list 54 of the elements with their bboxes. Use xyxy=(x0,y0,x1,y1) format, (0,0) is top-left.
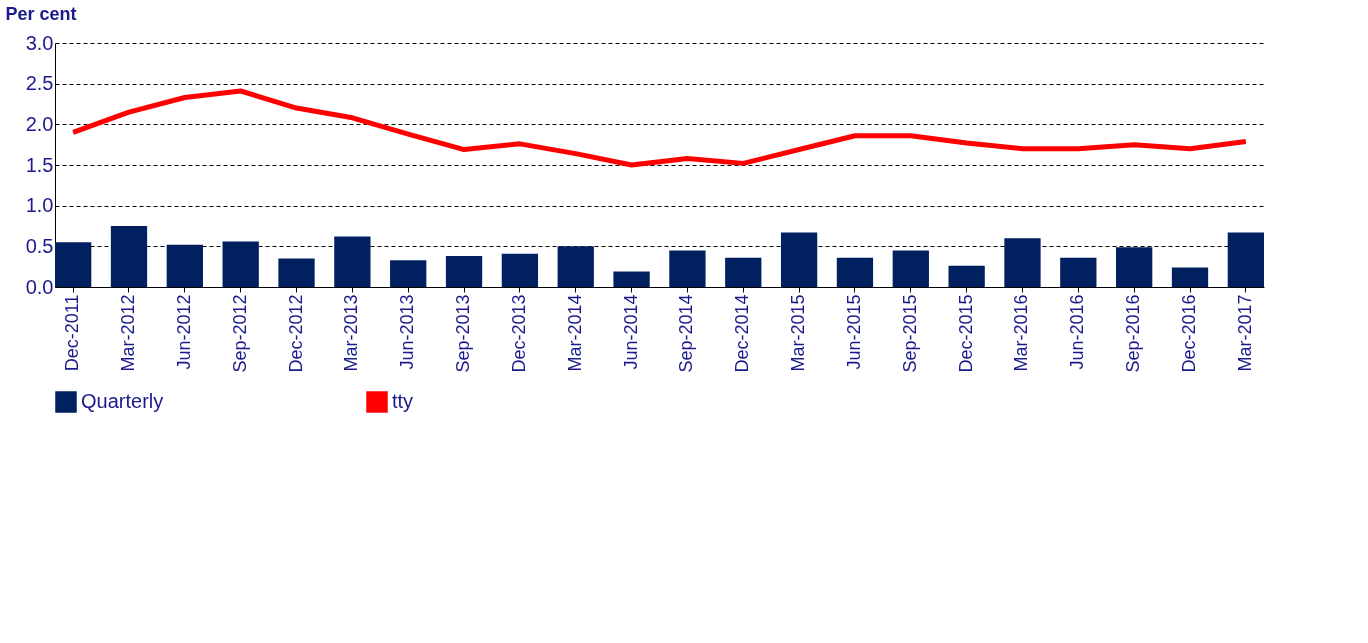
x-tick-label: Dec-2011 xyxy=(62,294,83,372)
bar xyxy=(278,258,315,287)
bar xyxy=(948,265,985,287)
x-tick-label: Dec-2016 xyxy=(1179,294,1200,373)
bar xyxy=(780,232,818,287)
bar xyxy=(55,242,92,287)
x-tick-label: Dec-2014 xyxy=(732,294,753,373)
x-tick-label: Mar-2016 xyxy=(1011,294,1032,372)
x-tick-label: Mar-2014 xyxy=(564,294,585,372)
x-tick-label: Jun-2014 xyxy=(620,294,641,370)
bar xyxy=(390,260,427,287)
y-tick-label: 2.5 xyxy=(25,72,54,95)
x-tick-label: Jun-2012 xyxy=(173,294,194,370)
y-tick-label: 0.0 xyxy=(25,275,54,298)
bar xyxy=(1060,257,1097,287)
x-tick-label: Sep-2013 xyxy=(453,294,474,373)
y-tick-label: 1.0 xyxy=(25,194,54,217)
y-tick-label: 2.0 xyxy=(25,112,54,135)
x-tick-label: Jun-2016 xyxy=(1067,294,1088,370)
bar xyxy=(222,241,259,287)
y-axis-title: Per cent xyxy=(5,3,77,24)
x-tick-label: Mar-2012 xyxy=(117,294,138,372)
x-tick-label: Sep-2012 xyxy=(229,294,250,373)
x-tick-label: Jun-2013 xyxy=(397,294,418,370)
bar xyxy=(110,226,148,287)
legend-label: Quarterly xyxy=(81,390,164,412)
bar xyxy=(1116,247,1153,287)
x-tick-label: Sep-2015 xyxy=(899,294,920,373)
x-tick-label: Mar-2015 xyxy=(788,294,809,372)
bar xyxy=(557,246,594,287)
bar xyxy=(166,244,203,287)
bar xyxy=(445,256,483,287)
y-tick-label: 0.5 xyxy=(25,234,54,257)
x-tick-label: Sep-2014 xyxy=(676,294,697,373)
bar xyxy=(613,271,650,287)
bar xyxy=(892,250,929,287)
y-tick-label: 3.0 xyxy=(25,31,54,54)
y-tick-label: 1.5 xyxy=(25,153,54,176)
bar xyxy=(669,250,706,287)
x-tick-label: Mar-2017 xyxy=(1234,294,1255,372)
legend-label: tty xyxy=(392,390,414,412)
bar xyxy=(501,253,539,287)
x-tick-label: Dec-2012 xyxy=(285,294,306,373)
bar xyxy=(1171,267,1209,287)
bar xyxy=(1227,232,1264,287)
bar xyxy=(725,257,762,287)
x-tick-label: Mar-2013 xyxy=(341,294,362,372)
bar xyxy=(1004,238,1041,287)
x-tick-label: Dec-2013 xyxy=(508,294,529,373)
bar xyxy=(836,257,874,287)
x-tick-label: Jun-2015 xyxy=(843,294,864,370)
x-tick-label: Sep-2016 xyxy=(1123,294,1144,373)
x-tick-label: Dec-2015 xyxy=(955,294,976,373)
bar xyxy=(334,236,371,287)
